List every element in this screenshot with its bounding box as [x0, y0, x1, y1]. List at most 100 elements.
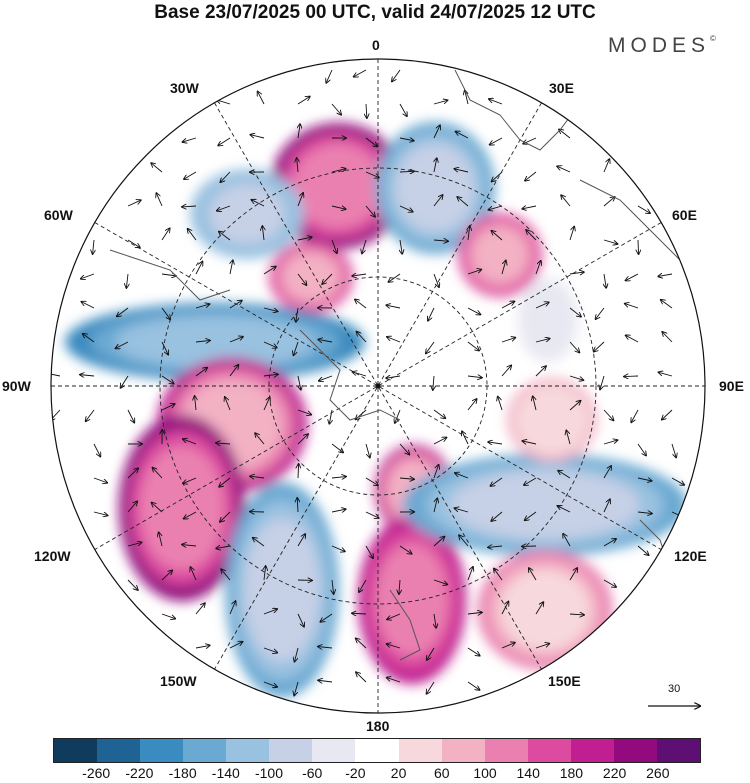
wind-arrow: [297, 613, 304, 627]
wind-arrow: [297, 434, 308, 445]
wind-arrow: [161, 613, 175, 619]
lon-label-30e: 30E: [549, 80, 574, 96]
wind-arrow: [298, 464, 299, 479]
wind-arrow: [399, 205, 413, 212]
colorbar-swatch-3: [183, 739, 227, 762]
colorbar-tick: 60: [434, 765, 450, 781]
wind-arrow: [489, 205, 503, 210]
lon-label-150e: 150E: [548, 673, 581, 689]
wind-arrow: [365, 477, 378, 485]
wind-arrow: [569, 614, 584, 615]
wind-arrow: [331, 239, 337, 253]
wind-arrow: [490, 137, 503, 145]
wind-arrow: [522, 441, 537, 444]
wind-arrow: [127, 239, 140, 247]
wind-arrow: [365, 443, 370, 457]
wind-arrow: [522, 206, 537, 209]
wind-arrow: [535, 602, 543, 615]
wind-arrow: [195, 603, 205, 615]
wind-arrow: [399, 478, 414, 479]
lon-label-0: 0: [372, 37, 380, 53]
wind-arrow: [569, 341, 579, 352]
wind-arrow: [93, 239, 94, 254]
wind-arrow: [637, 205, 650, 213]
wind-arrow: [297, 409, 311, 415]
wind-arrow: [362, 239, 367, 253]
wind-arrow: [392, 69, 401, 81]
colorbar-tick: 180: [559, 765, 584, 781]
wind-arrow: [195, 262, 202, 275]
wind-arrow: [297, 97, 310, 105]
wind-arrow: [467, 681, 480, 690]
wind-arrow: [399, 443, 409, 454]
wind-arrow: [388, 273, 401, 282]
colorbar-tick: -220: [125, 765, 154, 781]
wind-arrow: [356, 638, 367, 649]
wind-arrow: [662, 409, 673, 420]
wind-arrow: [426, 341, 435, 353]
wind-arrow: [455, 473, 469, 479]
wind-arrow: [399, 171, 414, 172]
wind-arrow: [298, 124, 300, 139]
wind-arrow: [491, 231, 503, 241]
lon-label-90w: 90W: [2, 378, 31, 394]
wind-arrow: [357, 332, 367, 343]
anomaly-positive-high-northeast: [472, 227, 528, 283]
wind-arrow: [535, 339, 550, 343]
wind-arrow: [603, 579, 616, 587]
wind-arrow: [296, 307, 298, 322]
wind-arrow: [387, 613, 401, 619]
colorbar-swatch-0: [54, 739, 98, 762]
wind-arrow: [318, 339, 333, 342]
wind-arrow: [387, 337, 401, 343]
wind-arrow: [659, 372, 673, 377]
wind-arrow: [671, 443, 676, 457]
wind-arrow: [489, 99, 503, 105]
wind-arrow: [662, 332, 673, 343]
wind-arrow: [525, 511, 537, 520]
wind-arrow: [225, 397, 231, 411]
wind-arrow: [467, 612, 482, 614]
wind-arrow: [127, 579, 138, 590]
wind-arrow: [331, 169, 346, 173]
colorbar-tick: -20: [345, 765, 366, 781]
wind-arrow: [433, 579, 447, 584]
colorbar-swatch-1: [97, 739, 141, 762]
wind-arrow: [658, 274, 673, 276]
wind-arrow: [637, 545, 649, 555]
wind-arrow: [318, 680, 333, 682]
wind-arrow: [297, 158, 298, 173]
wind-arrow: [594, 341, 605, 352]
wind-arrow: [161, 307, 170, 319]
wind-arrow: [195, 645, 210, 648]
wind-arrow: [433, 125, 440, 139]
wind-arrow: [494, 569, 503, 581]
wind-arrow: [127, 409, 134, 423]
wind-arrow: [603, 239, 617, 244]
wind-arrow: [263, 397, 270, 411]
wind-arrow: [399, 103, 407, 116]
wind-arrow: [264, 566, 266, 581]
wind-arrow: [501, 338, 515, 343]
lon-label-60w: 60W: [44, 207, 73, 223]
wind-arrow: [569, 375, 583, 380]
colorbar-tick: 100: [473, 765, 497, 781]
wind-arrow: [229, 601, 236, 615]
wind-arrow: [400, 239, 402, 254]
wind-arrow: [263, 341, 277, 348]
wind-arrow: [229, 365, 238, 377]
lon-label-30w: 30W: [170, 80, 199, 96]
colorbar-tick: -100: [254, 765, 284, 781]
wind-arrow: [399, 138, 414, 141]
wind-arrow: [218, 137, 231, 146]
wind-arrow: [51, 373, 61, 376]
wind-arrow: [152, 503, 163, 513]
wind-arrow: [491, 511, 503, 521]
wind-arrow: [529, 568, 537, 581]
wind-arrow: [399, 545, 412, 554]
wind-arrow: [93, 443, 100, 456]
lon-label-120e: 120E: [674, 548, 707, 564]
wind-arrow: [488, 442, 503, 444]
wind-arrow: [526, 230, 537, 241]
wind-arrow: [293, 341, 299, 355]
